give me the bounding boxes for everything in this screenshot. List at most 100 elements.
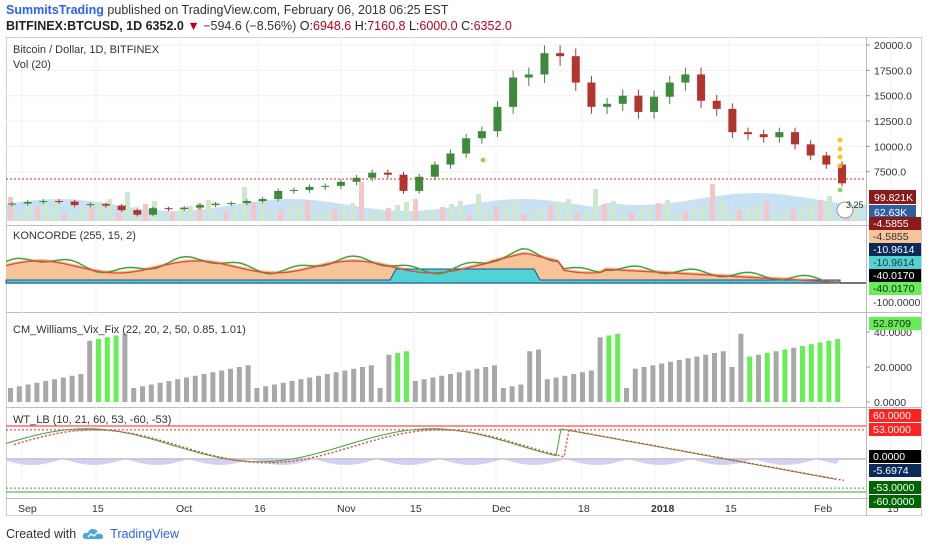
vix-bar [580,372,585,402]
volume-bar [89,205,94,221]
volume-bar [53,200,58,221]
volume-bar [539,208,544,221]
vix-bar [465,370,471,402]
volume-bar [746,207,751,221]
vix-bar [219,370,225,402]
vix-bar [738,333,744,402]
vix-bar [316,375,321,402]
volume-bar [764,201,769,221]
vix-bar [25,384,31,402]
koncorde-title: KONCORDE (255, 15, 2) [13,230,136,242]
vix-bar [69,375,75,402]
vix-bar [720,351,726,402]
vix-bar [826,340,832,402]
candle-body [368,172,377,178]
candle-body [540,53,549,75]
vix-bar [34,382,40,402]
volume-bar [242,187,247,221]
volume-bar [125,192,130,221]
vix-bar [676,360,682,402]
candle-body [117,205,126,211]
time-axis-label: Oct [176,503,192,515]
volume-bar [170,212,175,221]
time-axis-label: 2018 [651,503,675,515]
volume-bar [674,214,679,221]
candle-body [634,95,643,112]
vix-value-text: 52.8709 [873,318,911,330]
volume-bar [467,215,472,221]
vix-bar [236,367,242,402]
candle-body [665,82,674,97]
bubble-text: 3.25 [846,200,864,210]
vix-bar [835,339,841,402]
volume-bar [287,207,292,221]
volume-bar [827,196,832,221]
symbol-name[interactable]: BITFINEX:BTCUSD, 1D [6,19,143,33]
vix-bar [544,379,550,402]
wt-value-tag [869,481,921,494]
vix-bar [386,354,392,402]
vix-value-tag [869,317,921,330]
time-axis-label: Dec [492,503,511,515]
koncorde-value-text: -40.0170 [873,283,915,295]
signal-dot [837,154,843,160]
volume-bar [710,184,715,221]
volume-indicator-title: Vol (20) [13,59,51,71]
author-link[interactable]: SummitsTrading [6,3,104,17]
time-axis-label: Nov [337,503,356,515]
volume-bar [314,215,319,221]
candle-body [211,203,220,206]
volume-bar [494,206,499,221]
axes: 20000.0 17500.0 15000.0 12500.0 10000.0 7500.… [18,40,921,515]
candle-body [618,95,627,104]
open-value: 6948.6 [313,19,352,33]
vix-bar [448,374,453,402]
volume-bar [737,210,742,221]
vix-bar [641,367,647,402]
candle-body [39,201,48,203]
candle-body [227,203,236,205]
volume-bar [386,208,391,221]
signal-dot [837,146,843,152]
vix-bar [263,386,269,402]
vix-bar [791,347,797,402]
down-arrow-icon: ▼ [187,19,200,33]
volume-bar [278,210,283,221]
candle-body [399,174,408,191]
candle-body [54,201,63,203]
candle-body [556,53,565,57]
volume-bar [431,210,436,221]
vix-bar [157,382,163,402]
wt-value-tag [869,464,921,477]
price-axis-label: 10000.0 [874,141,912,153]
koncorde-value-tag [869,217,921,230]
vix-bar [756,354,761,402]
candle-body [587,82,596,107]
volume-bar [692,208,697,221]
candle-body [70,201,79,206]
vix-bar [368,365,374,402]
vix-bar [764,353,770,402]
volume-bar [773,215,778,221]
volume-bar [323,212,328,221]
vix-axis-label: 20.0000 [874,362,912,374]
tradingview-link[interactable]: TradingView [110,527,179,541]
candle-body [101,204,110,206]
vix-bar [60,377,66,402]
candle-body [838,164,846,184]
vix-bar [342,370,348,402]
vix-bar [395,353,401,402]
vix-bar [439,375,445,402]
wavetrend-title: WT_LB (10, 21, 60, 53, -60, -53) [13,414,172,426]
vix-fix-histogram [8,333,841,402]
candle-body [681,74,690,83]
koncorde-value-tag [869,256,921,269]
candle-body [775,132,784,138]
vix-bar [632,368,638,402]
candle-body [86,204,95,206]
wt-value-tag [869,409,921,422]
koncorde-value-tag [869,269,921,282]
vix-bar [483,367,489,402]
vix-bar [289,381,295,402]
